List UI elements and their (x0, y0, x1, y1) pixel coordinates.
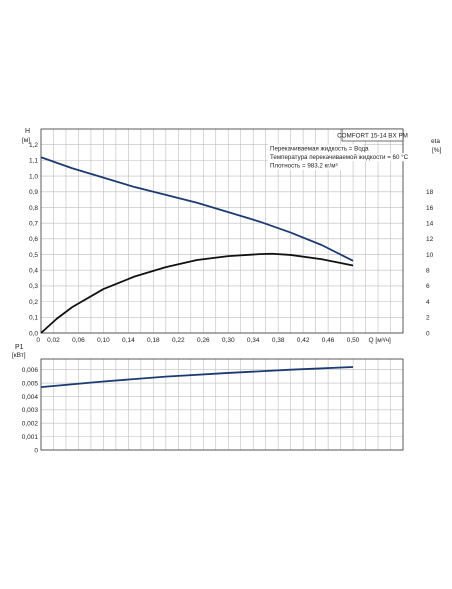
y-power-tick-label: 0,004 (22, 394, 39, 401)
x-tick-label: 0 (36, 337, 40, 344)
x-tick-label: 0,18 (147, 337, 160, 344)
power-axis-label: P1 (15, 344, 24, 351)
y-left-tick-label: 0,6 (29, 236, 38, 243)
power-axis-unit: [кВт] (12, 352, 26, 359)
plot-frame-top (40, 128, 404, 334)
x-tick-label: 0,26 (197, 337, 210, 344)
y-left-tick-label: 0,8 (29, 205, 38, 212)
y-left-tick-label: 0,7 (29, 220, 38, 227)
y-right-tick-label: 4 (426, 299, 430, 306)
plot-frame-bottom (40, 358, 404, 451)
y-right-axis-unit: [%] (432, 147, 442, 154)
fluid-note: Плотность = 983.2 кг/м³ (270, 163, 338, 170)
efficiency-curve (40, 252, 354, 334)
note-background (268, 144, 364, 153)
y-right-tick-label: 6 (426, 283, 430, 290)
y-left-tick-label: 0,5 (29, 252, 38, 259)
product-label: COMFORT 15-14 BX PM (337, 133, 408, 140)
note-background (268, 161, 348, 170)
product-label-box (341, 128, 404, 142)
y-left-axis-label: H (25, 128, 30, 135)
y-power-tick-label: 0 (34, 447, 38, 454)
x-axis-label: Q [м³/ч] (369, 337, 391, 344)
y-right-tick-label: 16 (426, 205, 434, 212)
y-left-axis-unit: [м] (22, 137, 30, 144)
y-right-tick-label: 2 (426, 315, 430, 322)
x-tick-label: 0,38 (272, 337, 285, 344)
y-left-tick-label: 1,2 (29, 142, 38, 149)
y-right-tick-label: 14 (426, 220, 434, 227)
y-power-tick-label: 0,003 (22, 407, 39, 414)
fluid-note: Перекачиваемая жидкость = Вода (270, 146, 369, 153)
y-left-tick-label: 1,1 (29, 158, 38, 165)
x-tick-label: 0,30 (222, 337, 235, 344)
x-tick-label: 0,42 (297, 337, 310, 344)
x-tick-label: 0,22 (172, 337, 185, 344)
head-curve (40, 156, 354, 262)
x-tick-label: 0,02 (47, 337, 60, 344)
x-tick-label: 0,06 (72, 337, 85, 344)
y-power-tick-label: 0,001 (22, 434, 39, 441)
x-tick-label: 0,10 (97, 337, 110, 344)
y-left-tick-label: 0,3 (29, 283, 38, 290)
y-right-tick-label: 12 (426, 236, 434, 243)
y-right-tick-label: 18 (426, 189, 434, 196)
y-right-tick-label: 8 (426, 268, 430, 275)
y-left-tick-label: 0,1 (29, 315, 38, 322)
fluid-note: Температура перекачиваемой жидкости = 60… (270, 154, 409, 161)
y-left-tick-label: 0,9 (29, 189, 38, 196)
y-power-tick-label: 0,002 (22, 421, 39, 428)
x-tick-label: 0,34 (247, 337, 260, 344)
y-right-tick-label: 0 (426, 330, 430, 337)
x-tick-label: 0,14 (122, 337, 135, 344)
note-background (268, 153, 408, 162)
y-power-tick-label: 0,006 (22, 367, 39, 374)
x-tick-label: 0,50 (347, 337, 360, 344)
y-power-tick-label: 0,005 (22, 380, 39, 387)
y-left-tick-label: 0,2 (29, 299, 38, 306)
y-left-tick-label: 0,4 (29, 268, 38, 275)
x-tick-label: 0,46 (322, 337, 335, 344)
y-left-tick-label: 0,0 (29, 330, 38, 337)
y-right-axis-label: eta (431, 138, 440, 145)
y-left-tick-label: 1,0 (29, 173, 38, 180)
y-right-tick-label: 10 (426, 252, 434, 259)
power-curve (40, 366, 354, 388)
